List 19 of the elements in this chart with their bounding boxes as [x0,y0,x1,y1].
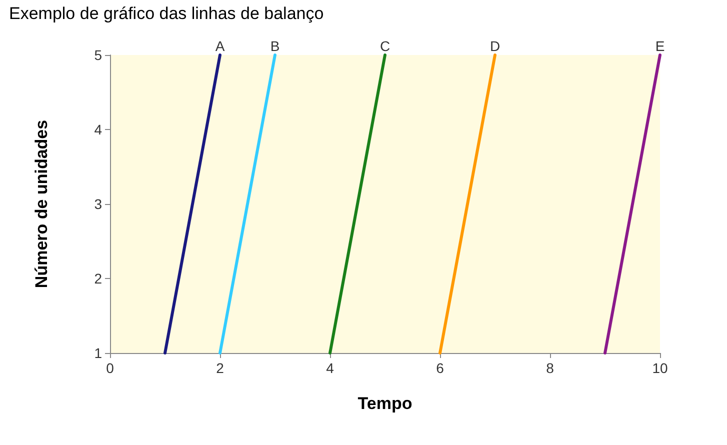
y-tick-label: 3 [94,196,102,212]
x-tick-label: 4 [326,360,334,376]
series-label: A [215,38,226,54]
series-label: D [490,38,500,54]
y-tick-label: 4 [94,122,102,138]
series-label: E [655,38,665,54]
x-tick-label: 0 [106,360,114,376]
y-tick-label: 2 [94,270,102,286]
series-label: B [270,38,280,54]
y-tick-label: 1 [94,345,102,361]
series-label: C [380,38,390,54]
y-axis-title: Número de unidades [32,120,51,288]
x-tick-label: 10 [652,360,668,376]
x-tick-label: 8 [546,360,554,376]
x-tick-label: 6 [436,360,444,376]
y-tick-label: 5 [94,47,102,63]
chart-title: Exemplo de gráfico das linhas de balanço [9,4,324,23]
x-tick-label: 2 [216,360,224,376]
x-axis-title: Tempo [358,394,412,413]
